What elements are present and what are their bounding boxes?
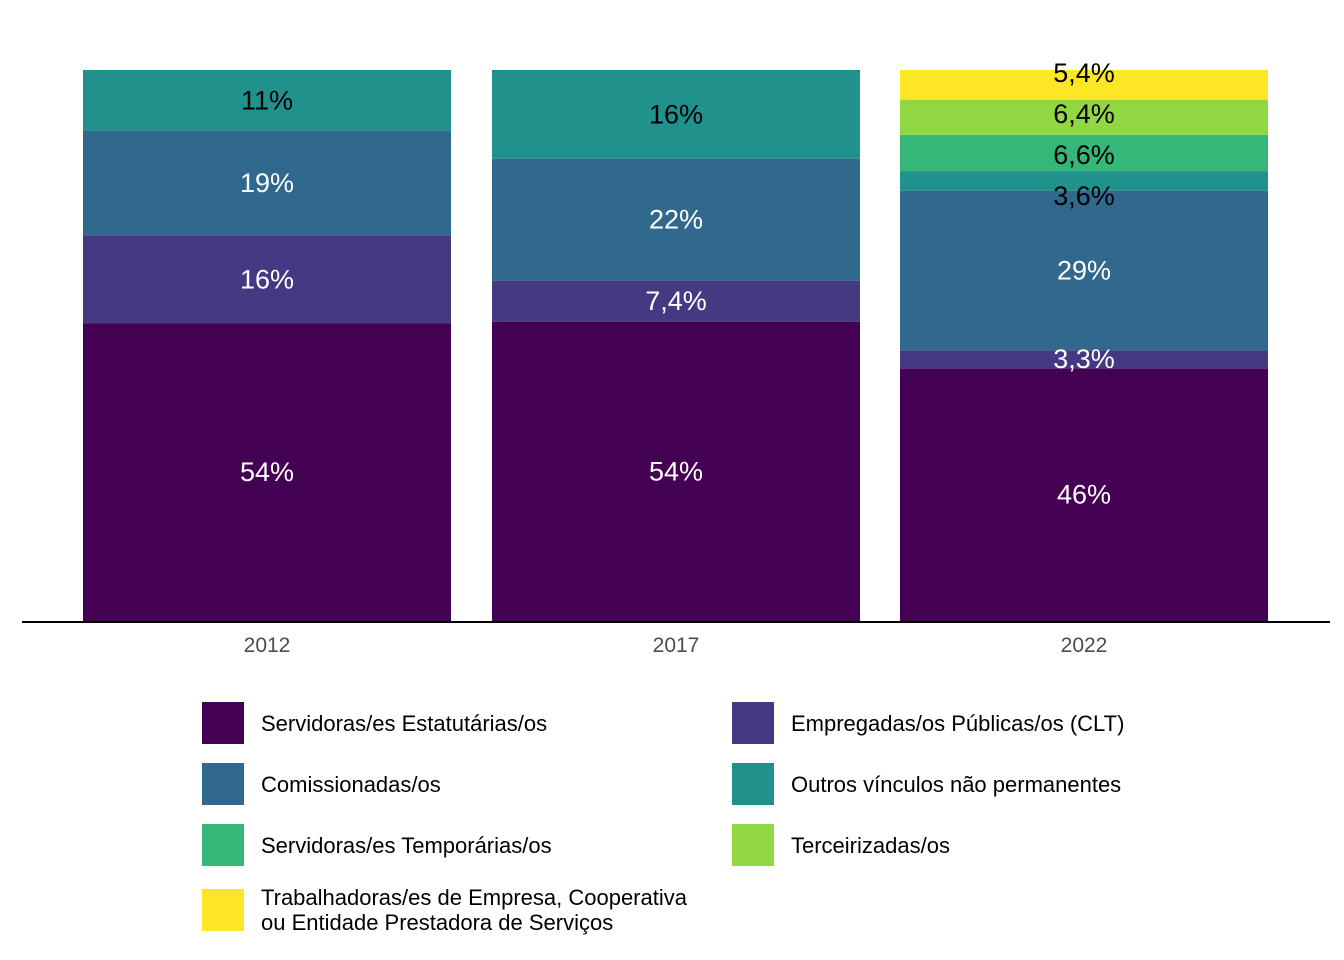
bar-segment-2017-2 — [492, 280, 860, 322]
bar-segment-2022-6 — [900, 99, 1268, 135]
legend-label: Terceirizadas/os — [791, 832, 950, 858]
bar-segment-2022-1 — [900, 368, 1268, 621]
legend-swatch — [732, 702, 774, 744]
legend-swatch — [202, 763, 244, 805]
data-label-2017-2: 7,4% — [645, 286, 707, 316]
data-label-2012-2: 16% — [240, 264, 294, 294]
bar-segment-2022-2 — [900, 350, 1268, 369]
legend-label: Trabalhadoras/es de Empresa, Cooperativa… — [261, 885, 687, 935]
legend-swatch — [732, 824, 774, 866]
bar-segment-2012-4 — [83, 70, 451, 131]
data-label-2022-1: 46% — [1057, 480, 1111, 510]
data-label-2022-5: 6,6% — [1053, 140, 1115, 170]
legend-item-6: Terceirizadas/os — [732, 824, 950, 866]
data-label-2022-7: 5,4% — [1053, 58, 1115, 88]
legend-item-5: Servidoras/es Temporárias/os — [202, 824, 552, 866]
data-label-2012-1: 54% — [240, 457, 294, 487]
data-label-2022-2: 3,3% — [1053, 344, 1115, 374]
legend-swatch — [202, 702, 244, 744]
legend-item-4: Outros vínculos não permanentes — [732, 763, 1121, 805]
data-label-2022-3: 29% — [1057, 256, 1111, 286]
legend-label: Servidoras/es Estatutárias/os — [261, 710, 548, 736]
x-tick-label-2012: 2012 — [244, 634, 291, 657]
x-tick-label-2022: 2022 — [1061, 634, 1108, 657]
data-label-2022-6: 6,4% — [1053, 99, 1115, 129]
bar-segment-2022-5 — [900, 134, 1268, 172]
data-label-2017-4: 16% — [649, 99, 703, 129]
legend-item-1: Servidoras/es Estatutárias/os — [202, 702, 547, 744]
legend-label: Comissionadas/os — [261, 771, 441, 797]
legend-item-3: Comissionadas/os — [202, 763, 441, 805]
data-label-2012-3: 19% — [240, 168, 294, 198]
legend-item-7: Trabalhadoras/es de Empresa, Cooperativa… — [202, 885, 687, 935]
bar-segment-2012-2 — [83, 235, 451, 324]
data-label-2017-1: 54% — [649, 456, 703, 486]
legend-label: Empregadas/os Públicas/os (CLT) — [791, 710, 1125, 736]
legend-item-2: Empregadas/os Públicas/os (CLT) — [732, 702, 1124, 744]
bar-segment-2022-4 — [900, 171, 1268, 191]
data-label-2022-4: 3,6% — [1053, 181, 1115, 211]
data-label-2017-3: 22% — [649, 205, 703, 235]
legend-label: Servidoras/es Temporárias/os — [261, 832, 552, 858]
bar-segment-2017-4 — [492, 70, 860, 159]
bar-segment-2017-3 — [492, 158, 860, 281]
x-tick-label-2017: 2017 — [653, 634, 700, 657]
bar-segment-2012-3 — [83, 130, 451, 236]
bar-segment-2012-1 — [83, 323, 451, 621]
legend-swatch — [732, 763, 774, 805]
bar-segment-2022-3 — [900, 190, 1268, 351]
data-label-2012-4: 11% — [241, 85, 293, 115]
bar-segment-2017-1 — [492, 321, 860, 621]
legend-swatch — [202, 824, 244, 866]
legend-swatch — [202, 889, 244, 931]
legend-label: Outros vínculos não permanentes — [791, 771, 1122, 797]
bar-segment-2022-7 — [900, 70, 1268, 100]
